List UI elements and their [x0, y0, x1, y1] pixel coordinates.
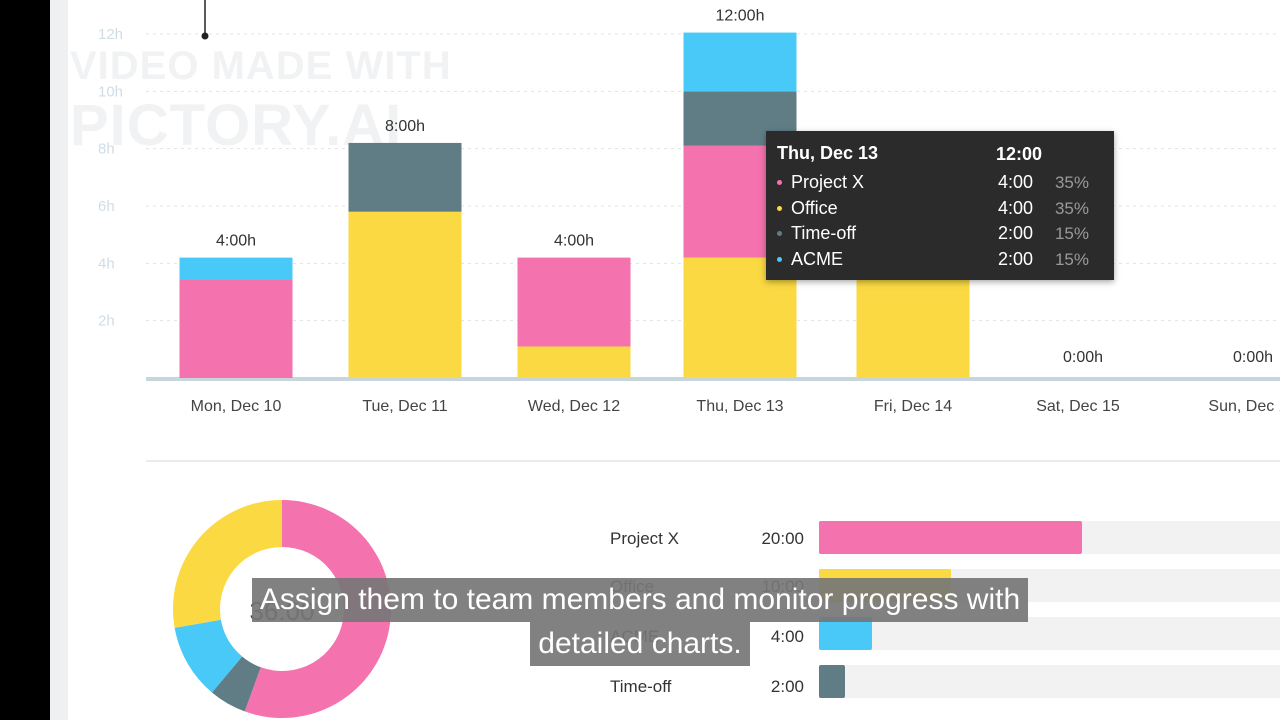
x-tick-label: Sun, Dec 1	[1208, 398, 1280, 415]
bar-total-label: 0:00h	[1233, 349, 1273, 366]
chart-labels: 2h 4h 6h 8h 10h 12h Mon, Dec 10 4:00h Tue, Dec 1…	[98, 8, 1280, 415]
x-tick-label: Mon, Dec 10	[191, 398, 282, 415]
bar-segment	[517, 257, 631, 347]
tooltip-date: Thu, Dec 13	[777, 143, 879, 163]
bar-total-label: 8:00h	[385, 118, 425, 135]
summary-bar-time-off	[819, 665, 846, 698]
cursor-dot	[201, 32, 209, 40]
tooltip-row-name: Office	[791, 198, 838, 218]
donut-chart	[173, 500, 392, 718]
y-tick-label: 12h	[98, 26, 123, 43]
tooltip-dot	[777, 257, 782, 262]
tooltip-row-name: Time-off	[791, 223, 857, 243]
bar-segment	[179, 257, 293, 280]
y-tick-label: 10h	[98, 83, 123, 100]
donut-slice	[244, 500, 392, 718]
donut-total: 36:00	[249, 596, 315, 626]
bar-total-label: 4:00h	[216, 233, 256, 250]
summary-track-acme	[819, 617, 1280, 650]
summary-value-office: 10:00	[761, 577, 804, 596]
tooltip-row-project-x: Project X 4:00 35%	[777, 172, 1107, 196]
chart-tooltip: Thu, Dec 13 12:00 Project X 4:00 35% Off…	[766, 131, 1114, 280]
section-divider	[146, 460, 1280, 462]
tooltip-total: 12:00	[995, 144, 1042, 164]
tooltip-dot	[777, 180, 782, 185]
y-tick-label: 2h	[98, 313, 115, 330]
summary-bar-acme	[819, 617, 872, 650]
summary-bar-office	[819, 569, 951, 602]
bar-total-label: 4:00h	[554, 233, 594, 250]
tooltip-row-percent: 35%	[1054, 173, 1089, 192]
tooltip-dot	[777, 231, 782, 236]
y-tick-label: 8h	[98, 141, 115, 158]
x-tick-label: Fri, Dec 14	[874, 398, 952, 415]
bar-segment	[517, 346, 631, 378]
donut-slice	[211, 656, 261, 712]
x-tick-label: Wed, Dec 12	[528, 398, 620, 415]
summary-value-acme: 4:00	[770, 627, 804, 646]
tooltip-row-percent: 35%	[1054, 199, 1089, 218]
x-tick-label: Thu, Dec 13	[696, 398, 783, 415]
bar-segment	[348, 142, 462, 212]
summary-label-project-x: Project X	[610, 529, 679, 548]
tooltip-dot	[777, 206, 782, 211]
summary-track-time-off	[819, 665, 1280, 698]
summary-label-acme: ACME	[610, 627, 660, 646]
summary-label-time-off: Time-off	[610, 677, 672, 696]
tooltip-row-value: 2:00	[997, 223, 1033, 243]
y-tick-label: 4h	[98, 255, 115, 272]
tooltip-row-value: 4:00	[997, 198, 1033, 218]
donut-slices	[173, 500, 392, 718]
tooltip-row-name: Project X	[791, 172, 865, 192]
bar-segment	[179, 279, 293, 378]
tooltip-row-value: 2:00	[997, 249, 1033, 269]
tooltip-row-value: 4:00	[997, 172, 1033, 192]
donut-slice	[173, 500, 282, 628]
tooltip-row-acme: ACME 2:00 15%	[777, 249, 1107, 273]
bar-total-label: 0:00h	[1063, 349, 1103, 366]
tooltip-row-percent: 15%	[1054, 250, 1089, 269]
summary-value-time-off: 2:00	[770, 677, 804, 696]
bar-segment	[683, 32, 797, 92]
bar-segment	[348, 211, 462, 378]
bar-total-label: 12:00h	[716, 8, 765, 25]
summary-value-project-x: 20:00	[761, 529, 804, 548]
tooltip-row-time-off: Time-off 2:00 15%	[777, 223, 1107, 247]
tooltip-row-office: Office 4:00 35%	[777, 198, 1107, 222]
tooltip-row-percent: 15%	[1054, 224, 1089, 243]
summary-label-office: Office	[610, 577, 655, 596]
x-tick-label: Sat, Dec 15	[1036, 398, 1120, 415]
tooltip-row-name: ACME	[791, 249, 844, 269]
y-tick-label: 6h	[98, 198, 115, 215]
donut-slice	[174, 619, 243, 693]
x-tick-label: Tue, Dec 11	[362, 398, 447, 415]
summary-bar-project-x	[819, 521, 1083, 554]
